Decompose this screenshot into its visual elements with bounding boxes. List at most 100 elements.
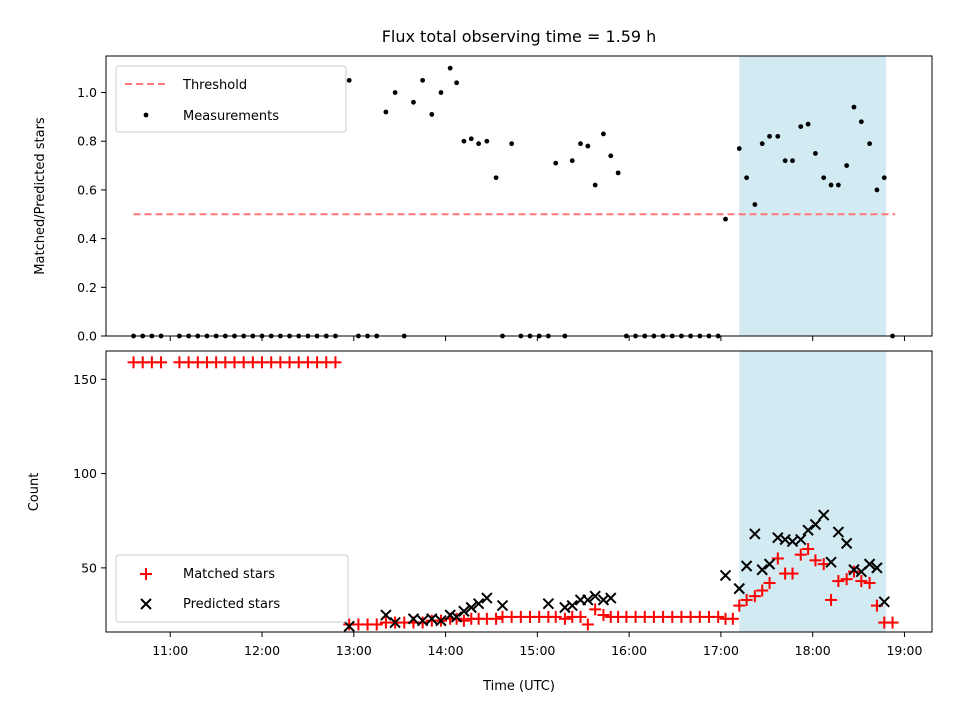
matched-legend-swatch: [140, 568, 152, 580]
x-tick-label: 11:00: [152, 643, 188, 658]
predicted-star-point: [719, 569, 732, 582]
predicted-star-point: [863, 558, 876, 570]
bottom-plot-frame: [105, 350, 933, 633]
matched-star-point: [817, 558, 830, 571]
measurement-point: [736, 146, 742, 151]
measurement-point: [835, 182, 841, 188]
matched-star-point: [733, 599, 746, 612]
matched-star-point: [863, 576, 876, 589]
top-legend: Threshold Measurements: [115, 65, 347, 133]
predicted-star-point: [740, 560, 753, 572]
y-tick-label: 50: [81, 560, 97, 575]
x-tick-label: 16:00: [611, 643, 647, 658]
measurement-point: [411, 99, 416, 105]
predicted-star-point: [795, 533, 807, 546]
y-tick-label: 0.2: [77, 280, 97, 295]
matched-star-point: [712, 610, 725, 623]
measurements-legend-label: Measurements: [183, 109, 279, 124]
matched-star-point: [549, 610, 562, 623]
y-tick-label: 0.6: [77, 182, 97, 197]
measurement-point: [592, 182, 598, 188]
predicted-star-point: [582, 594, 594, 606]
measurement-point: [767, 133, 772, 139]
measurement-point: [828, 182, 834, 188]
predicted-star-point: [389, 616, 401, 629]
y-tick-label: 150: [73, 372, 97, 387]
matched-star-point: [840, 573, 853, 586]
predicted-star-point: [756, 564, 768, 576]
measurement-point: [608, 153, 614, 159]
measurement-point: [447, 65, 453, 71]
measurements-legend-swatch: [143, 112, 149, 118]
measurement-point: [821, 175, 827, 181]
measurement-point: [775, 133, 781, 139]
bottom-y-ticks: 50 100 150: [73, 372, 106, 575]
y-tick-label: 0.4: [77, 231, 97, 246]
predicted-star-point: [481, 592, 493, 604]
predicted-star-point: [444, 609, 456, 621]
x-tick-label: 14:00: [428, 643, 464, 658]
predicted-star-point: [605, 592, 617, 604]
top-x-ticks: [169, 336, 905, 341]
measurement-point: [429, 112, 435, 117]
top-panel: 0.0 0.2 0.4 0.6 0.8 1.0 Matched/Predicted sta…: [33, 55, 933, 344]
matched-star-point: [329, 356, 342, 369]
measurement-point: [851, 104, 857, 110]
measurement-point: [752, 202, 758, 207]
measurement-point: [484, 138, 490, 144]
matched-star-point: [832, 575, 845, 588]
predicted-star-point: [749, 528, 761, 540]
matched-star-point: [802, 543, 815, 556]
matched-star-point: [748, 590, 761, 603]
top-y-axis-label: Matched/Predicted stars: [33, 117, 48, 275]
matched-star-point: [558, 612, 571, 625]
measurement-point: [476, 141, 482, 147]
measurement-point: [569, 158, 575, 164]
measurement-point: [798, 124, 804, 130]
bottom-legend: Matched stars Predicted stars: [115, 554, 349, 623]
predicted-star-point: [566, 599, 578, 612]
predicted-star-point: [496, 599, 509, 612]
measurement-point: [468, 136, 474, 142]
y-tick-label: 100: [73, 466, 97, 481]
matched-star-point: [740, 593, 753, 606]
measurement-point: [881, 175, 887, 181]
matched-star-point: [847, 565, 860, 578]
matched-star-point: [855, 575, 868, 588]
predicted-legend-label: Predicted stars: [183, 597, 280, 612]
threshold-legend-label: Threshold: [182, 78, 247, 93]
matched-star-point: [574, 610, 587, 623]
top-highlight-span: [739, 56, 887, 336]
matched-star-point: [597, 609, 610, 622]
x-tick-label: 19:00: [886, 643, 922, 658]
measurement-point: [844, 163, 850, 168]
measurement-point: [867, 141, 872, 147]
matched-star-point: [825, 593, 838, 606]
measurement-point: [461, 138, 467, 144]
matched-star-point: [589, 603, 602, 616]
measurement-point: [790, 158, 795, 164]
chart-title: Flux total observing time = 1.59 h: [382, 27, 657, 46]
measurement-point: [723, 216, 728, 222]
x-tick-label: 18:00: [795, 643, 831, 658]
measurement-point: [509, 141, 515, 147]
measurement-point: [601, 131, 606, 137]
predicted-star-point: [435, 614, 447, 627]
y-tick-label: 1.0: [77, 85, 97, 100]
x-tick-label: 15:00: [519, 643, 555, 658]
measurement-point: [813, 150, 818, 156]
predicted-star-point: [589, 590, 601, 602]
y-tick-label: 0.8: [77, 134, 97, 149]
top-legend-box: [115, 65, 347, 133]
matched-star-point: [794, 548, 807, 561]
predicted-star-point: [426, 613, 438, 625]
x-axis-label: Time (UTC): [482, 679, 555, 694]
predicted-star-point: [465, 601, 477, 614]
matched-star-point: [786, 567, 799, 580]
measurement-point: [578, 141, 583, 147]
bottom-y-axis-label: Count: [27, 473, 42, 512]
top-y-ticks: 0.0 0.2 0.4 0.6 0.8 1.0: [77, 85, 106, 344]
x-tick-label: 17:00: [703, 643, 739, 658]
